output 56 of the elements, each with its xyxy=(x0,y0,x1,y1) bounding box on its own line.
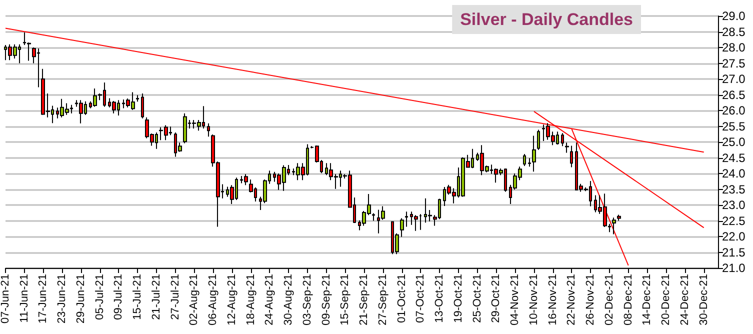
x-tick-label: 13-Oct-21 xyxy=(434,274,446,323)
x-tick-label: 27-Sep-21 xyxy=(376,274,389,326)
x-tick-label: 02-Aug-21 xyxy=(188,274,200,326)
x-tick-label: 22-Nov-21 xyxy=(566,274,578,326)
x-tick-label: 21-Jul-21 xyxy=(150,274,162,320)
y-tick-label: 22.0 xyxy=(722,230,746,244)
x-tick-label: 26-Nov-21 xyxy=(584,274,597,326)
chart-title: Silver - Daily Candles xyxy=(460,10,633,29)
x-tick-label: 15-Jul-21 xyxy=(132,274,144,320)
y-tick-label: 26.0 xyxy=(722,104,746,118)
x-tick-label: 19-Oct-21 xyxy=(452,274,464,323)
x-tick-label: 01-Oct-21 xyxy=(396,274,408,323)
y-tick-label: 23.0 xyxy=(722,198,746,212)
y-tick-label: 28.5 xyxy=(722,24,746,39)
y-tick-label: 26.5 xyxy=(722,88,746,102)
x-tick-label: 07-Oct-21 xyxy=(414,274,427,323)
y-tick-label: 24.0 xyxy=(722,166,746,180)
x-tick-label: 07-Jun-21 xyxy=(0,274,12,324)
x-tick-label: 18-Aug-21 xyxy=(244,274,257,326)
x-tick-label: 25-Oct-21 xyxy=(471,274,484,323)
x-tick-label: 30-Aug-21 xyxy=(282,274,295,326)
x-tick-label: 30-Dec-21 xyxy=(698,274,710,326)
y-tick-label: 23.5 xyxy=(722,182,746,196)
x-tick-label: 09-Sep-21 xyxy=(320,274,332,326)
x-tick-label: 24-Aug-21 xyxy=(264,274,276,326)
x-tick-label: 20-Dec-21 xyxy=(660,274,672,326)
x-tick-label: 23-Jun-21 xyxy=(56,274,68,324)
x-tick-label: 29-Oct-21 xyxy=(490,274,502,323)
x-tick-label: 06-Aug-21 xyxy=(207,274,220,326)
x-tick-label: 09-Jul-21 xyxy=(112,274,125,320)
x-tick-label: 12-Aug-21 xyxy=(226,274,238,326)
x-tick-label: 14-Dec-21 xyxy=(641,274,654,326)
y-tick-label: 25.5 xyxy=(722,119,746,134)
x-tick-label: 17-Jun-21 xyxy=(37,274,50,324)
x-tick-label: 05-Jul-21 xyxy=(94,274,106,320)
x-tick-label: 15-Sep-21 xyxy=(339,274,352,326)
x-tick-label: 27-Jul-21 xyxy=(169,274,182,320)
y-tick-label: 22.5 xyxy=(722,214,746,228)
x-tick-label: 03-Sep-21 xyxy=(301,274,314,326)
y-tick-label: 21.0 xyxy=(722,261,746,275)
y-tick-label: 25.0 xyxy=(722,135,746,149)
x-tick-label: 10-Nov-21 xyxy=(528,274,540,326)
x-tick-label: 11-Jun-21 xyxy=(18,274,30,323)
y-tick-label: 28.0 xyxy=(722,40,746,54)
x-tick-label: 24-Dec-21 xyxy=(678,274,691,326)
x-tick-label: 04-Nov-21 xyxy=(509,274,522,326)
y-tick-label: 29.0 xyxy=(722,9,746,23)
y-tick-label: 21.5 xyxy=(722,245,746,260)
x-tick-label: 02-Dec-21 xyxy=(603,274,616,326)
y-tick-label: 27.0 xyxy=(722,72,746,86)
x-tick-label: 29-Jun-21 xyxy=(74,274,87,324)
y-tick-label: 24.5 xyxy=(722,150,746,165)
x-tick-label: 21-Sep-21 xyxy=(358,274,370,326)
x-tick-label: 08-Dec-21 xyxy=(622,274,634,326)
y-tick-label: 27.5 xyxy=(722,56,746,70)
x-tick-label: 16-Nov-21 xyxy=(546,274,559,326)
